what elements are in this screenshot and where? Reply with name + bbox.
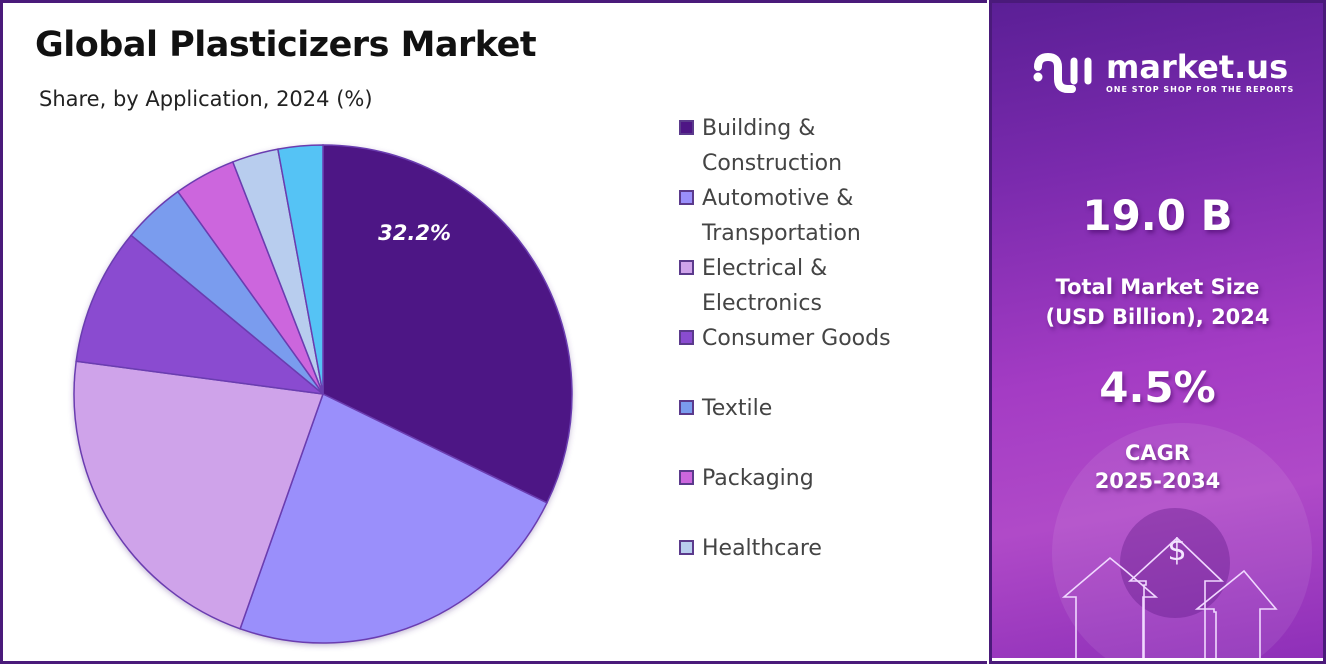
legend-label-line: Electronics [702, 291, 822, 316]
legend-label: Electrical & Electronics [702, 251, 827, 321]
panel-divider [987, 0, 992, 664]
legend-label-line: Consumer Goods [702, 326, 891, 351]
summary-panel: market.us ONE STOP SHOP FOR THE REPORTS … [992, 3, 1323, 658]
legend-swatch-icon [679, 260, 694, 275]
legend-label-line: Automotive & [702, 186, 854, 211]
pie-slice-others [277, 144, 324, 395]
brand-name: market.us [1106, 48, 1289, 86]
legend-label-line: Healthcare [702, 536, 822, 561]
pie-slice-building-construction [322, 144, 573, 504]
legend-label-line: Building & [702, 116, 816, 141]
pie-slice-automotive-transportation [239, 392, 548, 644]
brand-tagline: ONE STOP SHOP FOR THE REPORTS [1106, 85, 1295, 94]
legend-label: Textile [702, 391, 772, 426]
pie-chart: 32.2% [73, 144, 573, 644]
cagr-period: 2025-2034 [1094, 469, 1221, 493]
legend-item: Consumer Goods [679, 321, 959, 356]
legend-item: Electrical & Electronics [679, 251, 959, 321]
chart-panel: Global Plasticizers Market Share, by App… [3, 3, 987, 658]
legend-label: Consumer Goods [702, 321, 891, 356]
cagr-label: CAGR [1124, 441, 1191, 465]
legend-label: Building & Construction [702, 111, 842, 181]
growth-arrows-icon [1062, 536, 1278, 658]
market-us-logo-icon [1033, 52, 1092, 93]
brand-logo: market.us ONE STOP SHOP FOR THE REPORTS [1032, 51, 1294, 94]
legend-swatch-icon [679, 190, 694, 205]
background-circle [1052, 423, 1312, 658]
legend-label-line: Electrical & [702, 256, 828, 281]
data-label-0: 32.2% [378, 221, 451, 245]
legend-item: Building & Construction [679, 111, 959, 181]
cagr-value: 4.5% [1099, 363, 1216, 412]
legend-item: Textile [679, 391, 959, 426]
legend-label-line: Textile [702, 396, 773, 421]
legend-label-line: Transportation [702, 221, 861, 246]
legend-item: Packaging [679, 461, 959, 496]
legend-label: Automotive & Transportation [702, 181, 861, 251]
market-size-label-line2: (USD Billion), 2024 [1045, 305, 1270, 329]
legend-label-line: Construction [702, 151, 843, 176]
chart-subtitle: Share, by Application, 2024 (%) [39, 87, 373, 111]
market-size-label-line1: Total Market Size [1055, 275, 1260, 299]
legend-item: Automotive & Transportation [679, 181, 959, 251]
legend-swatch-icon [679, 400, 694, 415]
legend-label: Healthcare [702, 531, 822, 566]
legend-label-line: Packaging [702, 466, 814, 491]
pie-slice-electrical-electronics [73, 360, 325, 630]
background-coin [1120, 508, 1230, 618]
legend-swatch-icon [679, 470, 694, 485]
market-size-value: 19.0 B [1082, 191, 1233, 240]
legend-swatch-icon [679, 540, 694, 555]
legend-swatch-icon [679, 330, 694, 345]
pie-slice-consumer-goods [75, 234, 326, 396]
legend-item: Healthcare [679, 531, 959, 566]
legend-label: Packaging [702, 461, 814, 496]
legend-swatch-icon [679, 120, 694, 135]
page-title: Global Plasticizers Market [35, 25, 537, 65]
